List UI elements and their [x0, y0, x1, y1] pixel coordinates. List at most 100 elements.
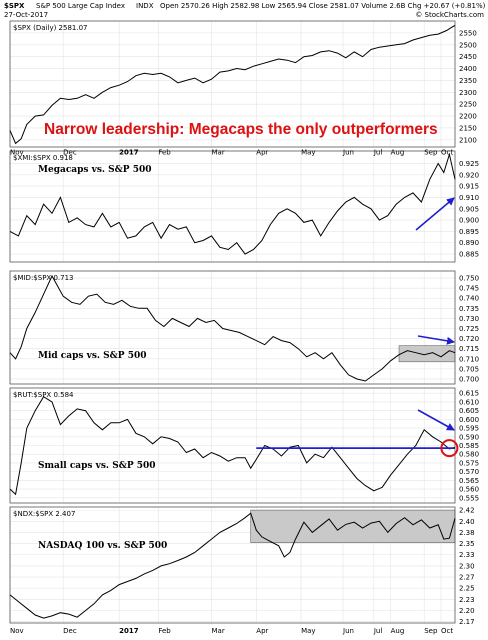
- y-tick-label: 2350: [459, 77, 477, 85]
- y-tick-label: 0.580: [459, 451, 479, 459]
- headline-annotation: Narrow leadership: Megacaps the only out…: [44, 121, 438, 138]
- y-tick-label: 2200: [459, 113, 477, 121]
- panel-legend: $SPX (Daily) 2581.07: [13, 24, 87, 32]
- series-line: [9, 396, 456, 496]
- y-tick-label: 0.730: [459, 315, 479, 323]
- series-line: [9, 512, 456, 619]
- panel-frame: [9, 150, 456, 263]
- trend-arrow: [415, 197, 455, 231]
- y-tick-label: 2150: [459, 124, 477, 132]
- y-tick-label: 0.700: [459, 375, 479, 383]
- header-ohlc: Open 2570.26 High 2582.98 Low 2565.94 Cl…: [160, 2, 486, 10]
- month-label: Dec: [63, 149, 77, 157]
- y-tick-label: 0.585: [459, 442, 479, 450]
- panel-frame: [9, 20, 456, 148]
- y-tick-label: 0.595: [459, 425, 479, 433]
- month-label: Aug: [391, 627, 405, 635]
- y-tick-label: 0.605: [459, 407, 479, 415]
- y-tick-label: 0.725: [459, 325, 479, 333]
- y-tick-label: 0.600: [459, 416, 479, 424]
- panel-series-label: Megacaps vs. S&P 500: [38, 165, 152, 175]
- panel-1: 2100 2150 2200 2250 2300 2350 2400 2450 2500 2550…: [9, 20, 477, 148]
- y-tick-label: 2250: [459, 101, 477, 109]
- month-label: Jul: [373, 149, 383, 157]
- panel-legend: $RUT:$SPX 0.584: [13, 391, 74, 399]
- month-label: Mar: [212, 149, 225, 157]
- panel-series-label: NASDAQ 100 vs. S&P 500: [38, 541, 167, 551]
- y-tick-label: 0.910: [459, 194, 479, 202]
- y-tick-label: 0.925: [459, 160, 479, 168]
- y-tick-label: 0.590: [459, 433, 479, 441]
- y-tick-label: 2.38: [459, 529, 475, 537]
- month-label: Mar: [212, 627, 225, 635]
- month-label: Dec: [63, 627, 77, 635]
- y-tick-label: 2100: [459, 136, 477, 144]
- panel-legend: $XMI:$SPX 0.918: [13, 154, 73, 162]
- month-label: May: [301, 627, 315, 635]
- y-tick-label: 2.17: [459, 618, 475, 626]
- header-symbol: $SPX: [4, 2, 25, 10]
- y-tick-label: 0.720: [459, 335, 479, 343]
- y-tick-label: 0.890: [459, 239, 479, 247]
- series-line: [9, 25, 456, 145]
- panel-frame: [9, 506, 456, 624]
- y-tick-label: 0.570: [459, 468, 479, 476]
- header-exchange: INDX: [136, 2, 154, 10]
- y-tick-label: 2.20: [459, 607, 475, 615]
- range-box: [250, 509, 456, 543]
- y-tick-label: 0.895: [459, 228, 479, 236]
- y-tick-label: 0.745: [459, 285, 479, 293]
- panel-legend: $NDX:$SPX 2.407: [13, 510, 75, 518]
- month-label: Jul: [373, 627, 383, 635]
- y-tick-label: 2.35: [459, 540, 475, 548]
- month-axis-top: Nov Dec 2017 Feb Mar Apr May Jun Jul Aug Sep Oct: [10, 149, 453, 157]
- y-tick-label: 0.900: [459, 217, 479, 225]
- y-tick-label: 0.555: [459, 494, 479, 502]
- month-label: Feb: [158, 149, 171, 157]
- month-label: Jun: [342, 149, 354, 157]
- panel-frame: [9, 270, 456, 385]
- panel-3: 0.700 0.705 0.710 0.715 0.720 0.725 0.730 0.735…: [9, 270, 479, 385]
- month-label: 2017: [119, 149, 139, 157]
- month-label: Oct: [441, 149, 453, 157]
- month-label: Apr: [256, 149, 268, 157]
- month-label: Sep: [424, 149, 438, 157]
- y-tick-label: 0.885: [459, 251, 479, 259]
- header-date: 27-Oct-2017: [4, 11, 48, 19]
- y-tick-label: 2.33: [459, 551, 475, 559]
- y-tick-label: 2.23: [459, 596, 475, 604]
- month-label: Nov: [10, 149, 24, 157]
- y-tick-label: 0.740: [459, 295, 479, 303]
- y-tick-label: 0.735: [459, 305, 479, 313]
- y-tick-label: 0.920: [459, 171, 479, 179]
- y-tick-label: 0.915: [459, 183, 479, 191]
- series-line: [9, 274, 456, 382]
- header-name: S&P 500 Large Cap Index: [36, 2, 125, 10]
- panel-frame: [9, 387, 456, 504]
- y-tick-label: 0.750: [459, 275, 479, 283]
- month-label: Jun: [342, 627, 354, 635]
- y-tick-label: 2.30: [459, 562, 475, 570]
- month-label: 2017: [119, 627, 139, 635]
- month-label: Feb: [158, 627, 171, 635]
- y-tick-label: 0.710: [459, 355, 479, 363]
- highlight-circle: [440, 439, 459, 458]
- panel-series-label: Small caps vs. S&P 500: [38, 461, 156, 471]
- month-label: Oct: [441, 627, 453, 635]
- y-tick-label: 0.610: [459, 398, 479, 406]
- month-label: May: [301, 149, 315, 157]
- trend-arrow: [417, 335, 455, 345]
- y-tick-label: 2500: [459, 41, 477, 49]
- month-axis-bottom: Nov Dec 2017 Feb Mar Apr May Jun Jul Aug Sep Oct: [10, 627, 453, 635]
- month-label: Sep: [424, 627, 438, 635]
- panel-5: 2.17 2.20 2.23 2.25 2.27 2.30 2.33 2.35 2.38 2.40…: [9, 506, 475, 626]
- y-tick-label: 0.560: [459, 486, 479, 494]
- month-label: Nov: [10, 627, 24, 635]
- y-tick-label: 2.40: [459, 518, 475, 526]
- annotation-arrows: [415, 197, 455, 431]
- y-tick-label: 2400: [459, 65, 477, 73]
- y-tick-label: 0.575: [459, 459, 479, 467]
- y-tick-label: 0.905: [459, 205, 479, 213]
- y-tick-label: 2300: [459, 89, 477, 97]
